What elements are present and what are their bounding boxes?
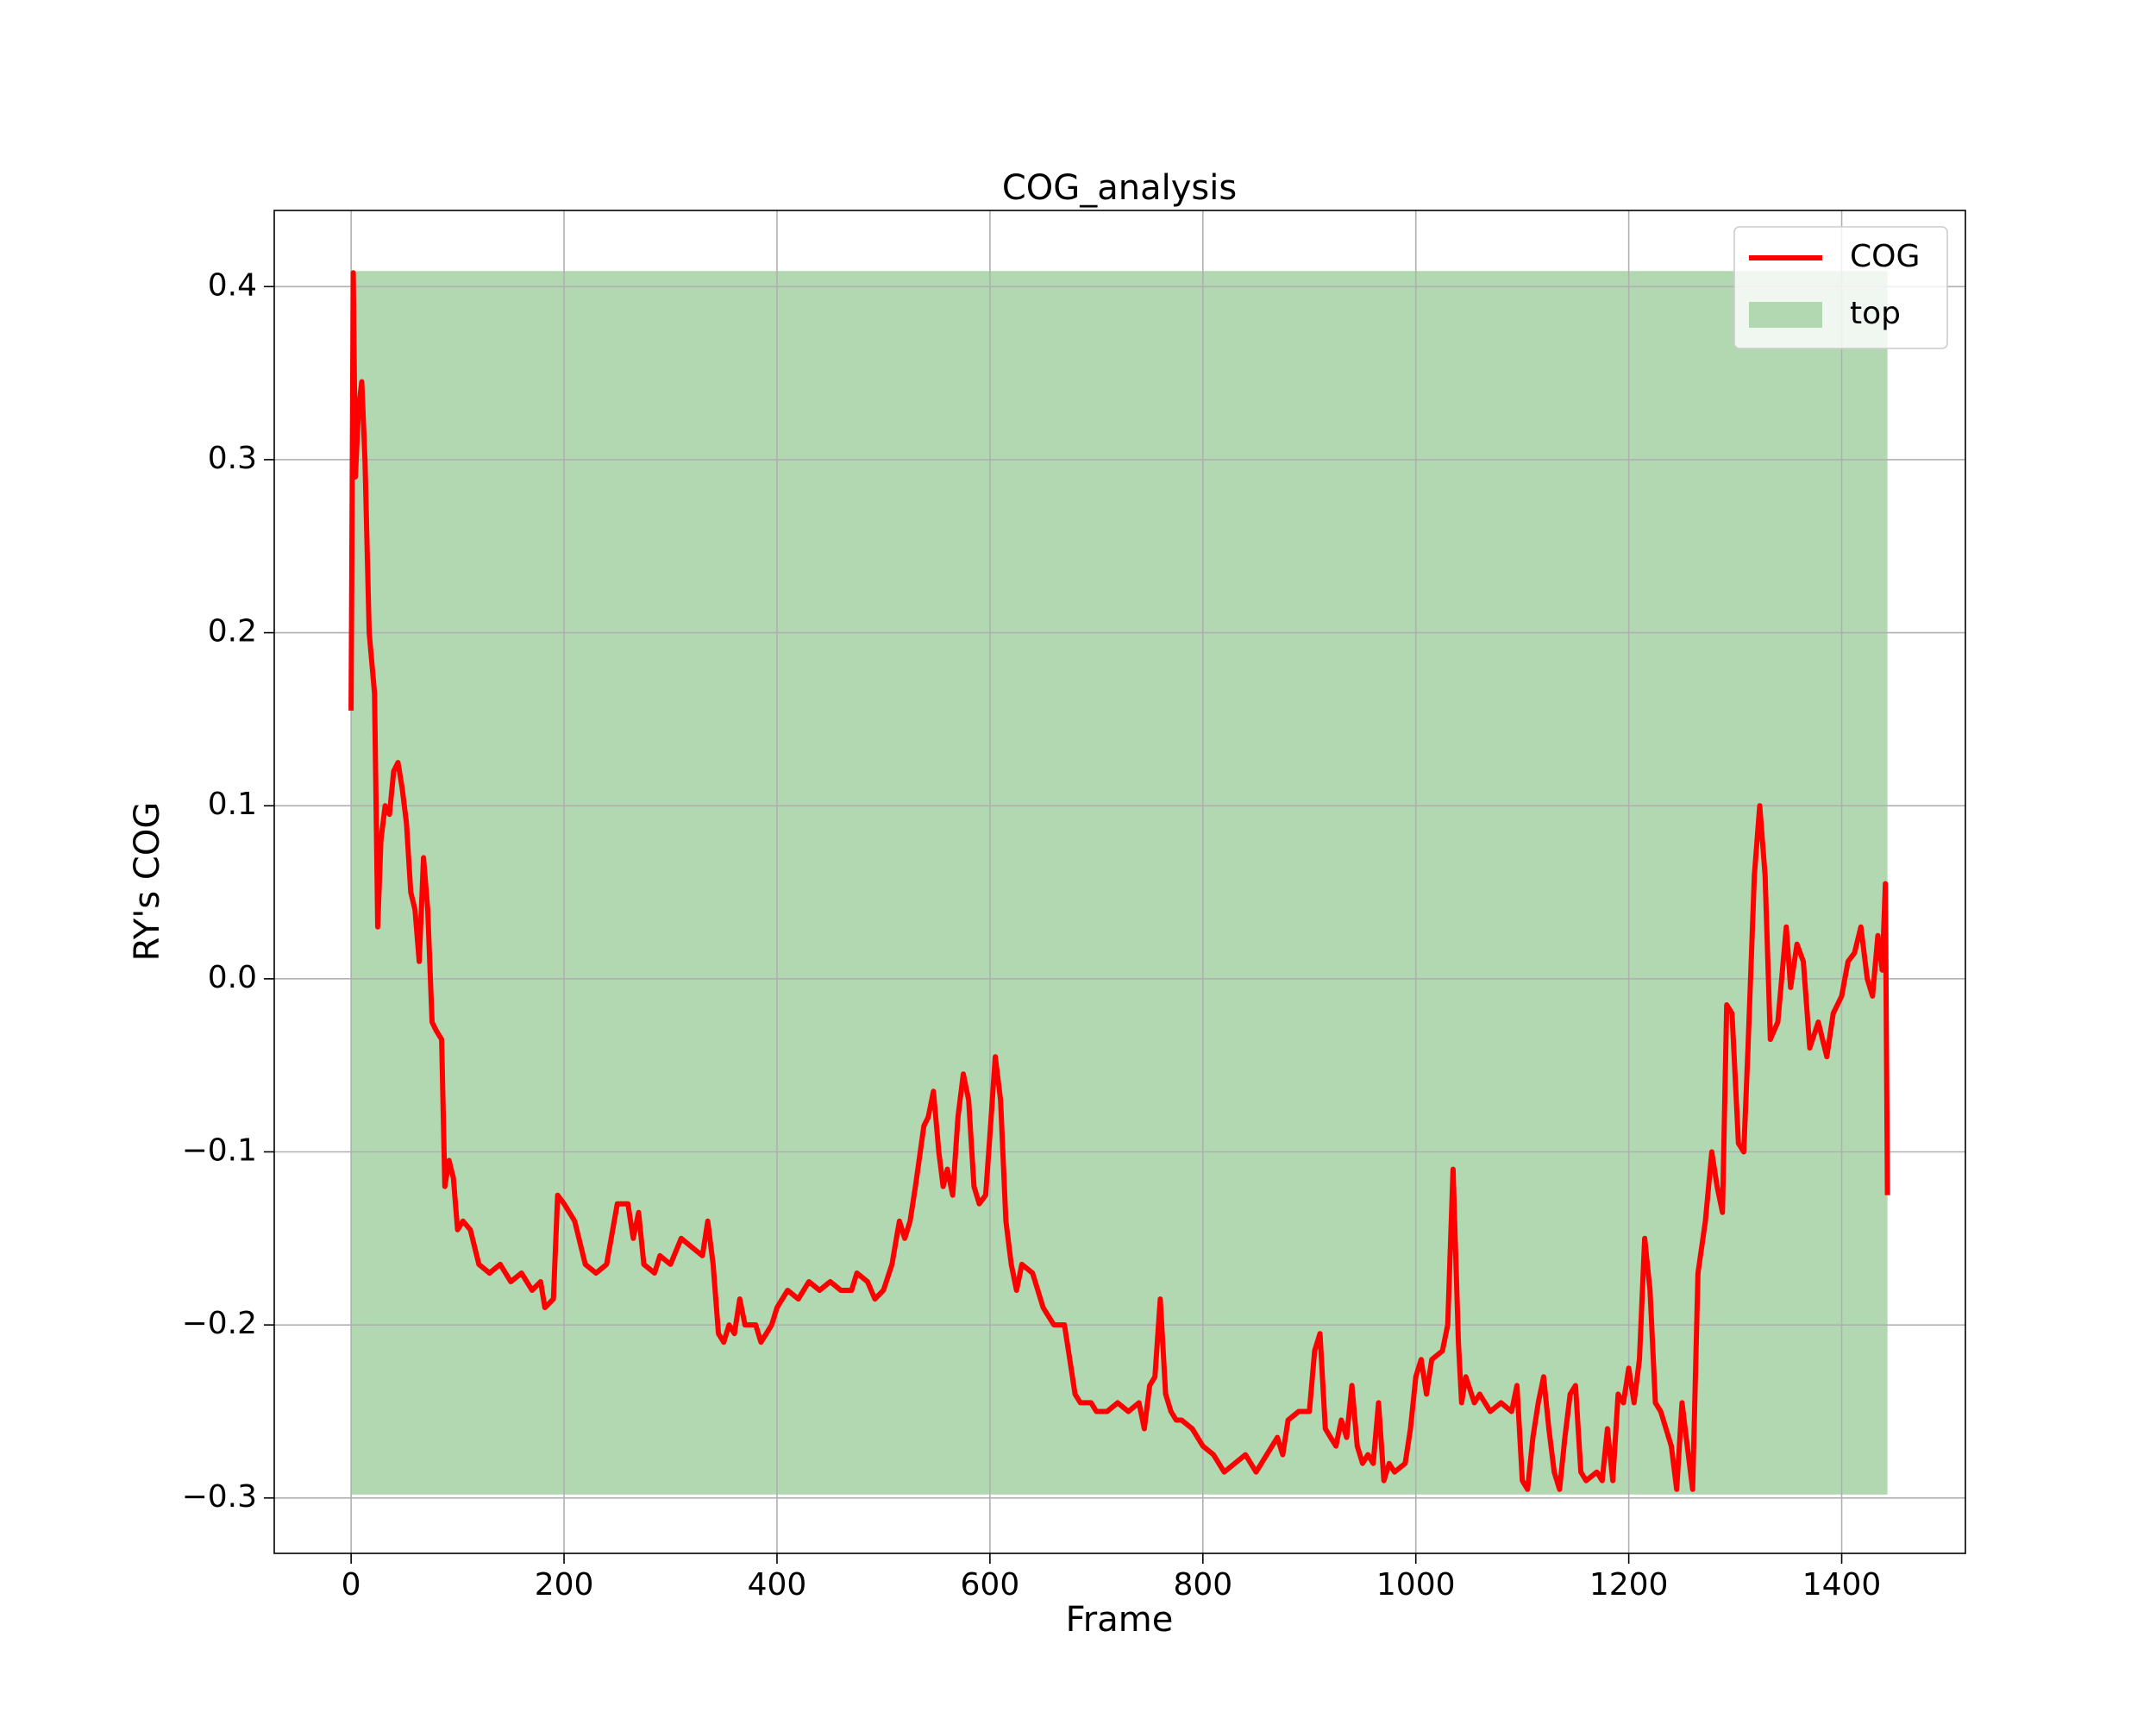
y-tick-label: −0.3 <box>182 1479 257 1515</box>
y-tick-label: −0.2 <box>182 1306 257 1341</box>
x-tick-label: 200 <box>535 1567 594 1603</box>
y-tick-label: 0.4 <box>208 267 257 303</box>
chart-title: COG_analysis <box>1002 168 1237 208</box>
legend-label: top <box>1850 296 1901 331</box>
data-line <box>348 270 1890 1492</box>
x-tick-label: 400 <box>748 1567 807 1603</box>
y-tick-label: 0.3 <box>208 441 257 476</box>
legend-patch <box>1749 302 1822 328</box>
fill-region <box>351 271 1888 1495</box>
y-tick-label: −0.1 <box>182 1133 257 1169</box>
x-tick-label: 0 <box>342 1567 361 1603</box>
x-tick-label: 1000 <box>1376 1567 1456 1603</box>
y-tick-label: 0.0 <box>208 960 257 995</box>
x-tick-label: 600 <box>961 1567 1020 1603</box>
y-tick-label: 0.2 <box>208 614 257 649</box>
x-tick-label: 1400 <box>1802 1567 1882 1603</box>
x-tick-label: 1200 <box>1589 1567 1669 1603</box>
plot-frame <box>273 210 1966 1554</box>
y-tick-label: 0.1 <box>208 787 257 822</box>
x-tick-label: 800 <box>1173 1567 1232 1603</box>
x-axis-label: Frame <box>1066 1600 1174 1640</box>
y-axis-label: RY's COG <box>128 802 167 962</box>
legend-label: COG <box>1850 239 1920 274</box>
